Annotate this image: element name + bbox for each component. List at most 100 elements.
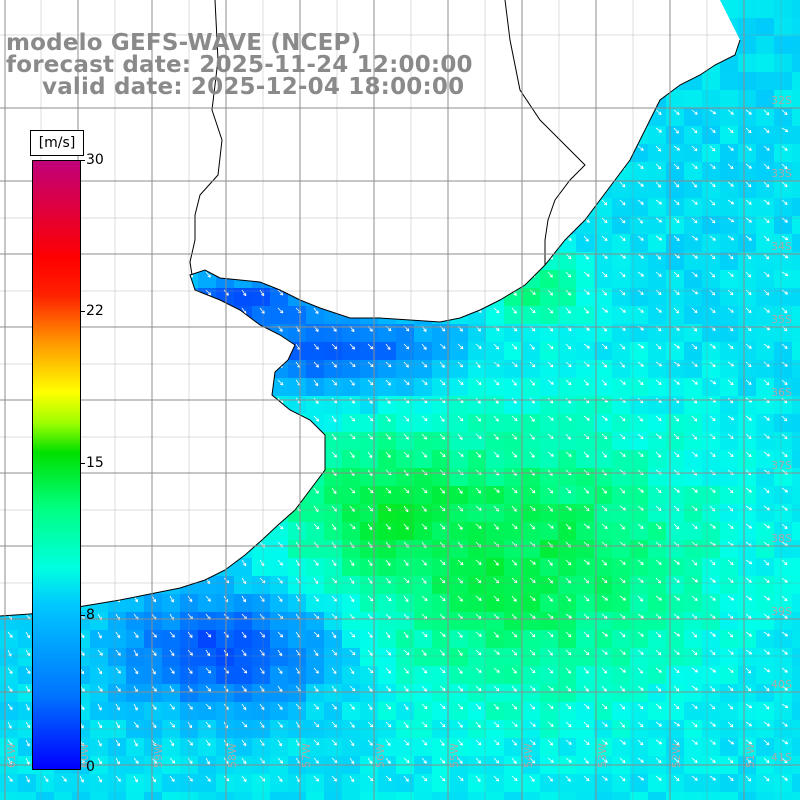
wind-arrow bbox=[637, 559, 644, 565]
wind-arrow bbox=[565, 271, 572, 278]
speed-cell bbox=[396, 360, 414, 378]
speed-cell bbox=[198, 666, 216, 684]
speed-cell bbox=[378, 738, 396, 756]
speed-cell bbox=[450, 342, 468, 360]
wind-arrow bbox=[745, 163, 752, 169]
wind-arrow bbox=[367, 361, 374, 368]
wind-arrow bbox=[349, 559, 355, 567]
speed-cell bbox=[216, 612, 234, 630]
speed-cell bbox=[630, 360, 648, 378]
wind-arrow bbox=[655, 253, 661, 260]
speed-cell bbox=[738, 414, 756, 432]
speed-cell bbox=[486, 666, 504, 684]
lon-label: 61W bbox=[5, 743, 18, 768]
speed-cell bbox=[702, 576, 720, 594]
speed-cell bbox=[684, 198, 702, 216]
wind-arrow bbox=[241, 721, 248, 728]
wind-arrow bbox=[493, 307, 500, 314]
speed-cell bbox=[792, 342, 800, 360]
speed-cell bbox=[702, 234, 720, 252]
wind-arrow bbox=[439, 667, 446, 674]
wind-arrow bbox=[133, 667, 139, 675]
wind-arrow bbox=[781, 775, 788, 781]
wind-arrow bbox=[655, 559, 662, 565]
colorbar-tick-22: 22 bbox=[86, 303, 104, 319]
wind-arrow bbox=[475, 397, 481, 404]
wind-arrow bbox=[655, 181, 661, 188]
speed-cell bbox=[504, 342, 522, 360]
wind-arrow bbox=[349, 379, 355, 386]
wind-arrow bbox=[763, 685, 770, 692]
wind-arrow bbox=[637, 703, 644, 710]
speed-cell bbox=[720, 324, 738, 342]
speed-cell bbox=[594, 612, 612, 630]
speed-cell bbox=[594, 324, 612, 342]
longitude-labels: 61W 60W 59W 58W 57W 56W 55W 54W 53W 52W 51W bbox=[5, 743, 757, 768]
wind-arrow bbox=[403, 451, 410, 458]
speed-cell bbox=[522, 594, 540, 612]
wind-arrow bbox=[619, 667, 626, 673]
speed-cell bbox=[540, 504, 558, 522]
wind-arrow bbox=[583, 757, 589, 764]
wind-arrow bbox=[565, 721, 572, 728]
speed-cell bbox=[324, 576, 342, 594]
speed-cell bbox=[540, 540, 558, 558]
wind-arrow bbox=[421, 649, 427, 656]
wind-arrow bbox=[601, 595, 608, 601]
speed-cell bbox=[702, 72, 720, 90]
speed-cell bbox=[324, 594, 342, 612]
wind-arrow bbox=[349, 343, 356, 350]
speed-cell bbox=[486, 486, 504, 504]
wind-arrow bbox=[133, 757, 139, 764]
speed-cell bbox=[288, 702, 306, 720]
wind-arrow bbox=[475, 739, 482, 746]
speed-cell bbox=[522, 774, 540, 792]
coastline bbox=[0, 0, 741, 617]
speed-cell bbox=[648, 342, 666, 360]
wind-arrow bbox=[439, 559, 446, 566]
speed-cell bbox=[486, 432, 504, 450]
speed-cell bbox=[576, 558, 594, 576]
speed-cell bbox=[198, 270, 216, 288]
wind-arrow bbox=[331, 361, 337, 368]
wind-arrow bbox=[349, 685, 356, 692]
wind-arrow bbox=[727, 757, 734, 764]
wind-arrow bbox=[673, 415, 680, 422]
wind-arrow bbox=[511, 739, 517, 746]
wind-arrow bbox=[529, 523, 536, 530]
speed-cell bbox=[216, 594, 234, 612]
wind-arrow bbox=[511, 523, 518, 530]
speed-cell bbox=[126, 792, 144, 800]
wind-arrow bbox=[745, 253, 752, 260]
lon-label: 59W bbox=[152, 743, 165, 768]
wind-arrow bbox=[493, 505, 500, 512]
speed-cell bbox=[144, 738, 162, 756]
speed-cell bbox=[558, 270, 576, 288]
wind-arrow bbox=[421, 379, 428, 386]
wind-arrow bbox=[457, 649, 463, 656]
wind-arrow bbox=[583, 559, 590, 565]
speed-cell bbox=[504, 774, 522, 792]
wind-arrow bbox=[637, 667, 643, 674]
speed-cell bbox=[432, 414, 450, 432]
speed-cell bbox=[648, 666, 666, 684]
wind-arrow bbox=[655, 271, 662, 277]
wind-arrow bbox=[691, 163, 698, 169]
speed-cell bbox=[612, 234, 630, 252]
speed-cell bbox=[522, 684, 540, 702]
speed-cell bbox=[540, 486, 558, 504]
wind-arrow bbox=[529, 757, 536, 764]
speed-cell bbox=[540, 774, 558, 792]
wind-arrow bbox=[439, 739, 445, 747]
speed-cell bbox=[144, 684, 162, 702]
lat-label: 41S bbox=[771, 751, 792, 764]
land-mask bbox=[0, 0, 740, 616]
wind-arrow bbox=[511, 559, 517, 566]
speed-cell bbox=[612, 450, 630, 468]
speed-cell bbox=[792, 18, 800, 36]
speed-cell bbox=[702, 288, 720, 306]
wind-arrow bbox=[655, 163, 662, 170]
speed-cell bbox=[504, 666, 522, 684]
speed-cell bbox=[324, 450, 342, 468]
wind-arrow bbox=[421, 775, 428, 782]
